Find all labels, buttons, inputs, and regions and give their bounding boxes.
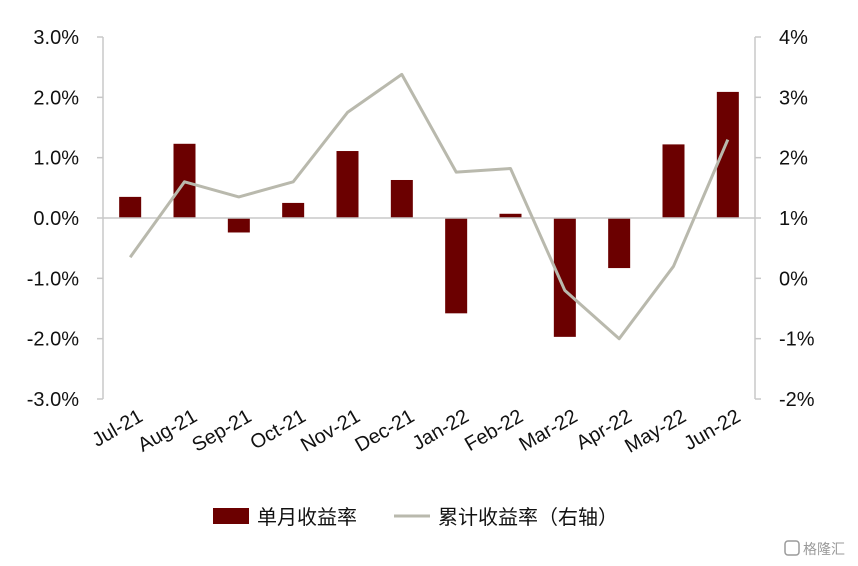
right-tick-label: -2% [779, 389, 815, 411]
x-tick-label: Nov-21 [297, 405, 364, 456]
glh-logo-icon [784, 540, 800, 556]
cumulative-line [128, 72, 730, 341]
bar [390, 179, 413, 218]
right-tick-label: 0% [779, 268, 808, 290]
bar [499, 213, 522, 218]
left-tick-label: 1.0% [33, 148, 79, 170]
x-axis-labels: Jul-21Aug-21Sep-21Oct-21Nov-21Dec-21Jan-… [88, 405, 744, 457]
x-tick-label: Jan-22 [409, 405, 473, 455]
bar [662, 144, 685, 218]
left-tick-label: 0.0% [33, 208, 79, 230]
bar [445, 218, 468, 314]
right-tick-label: 2% [779, 148, 808, 170]
left-tick-label: 3.0% [33, 27, 79, 49]
x-tick-label: Mar-22 [515, 405, 581, 456]
bar [716, 91, 739, 218]
x-tick-label: Dec-21 [351, 405, 418, 456]
bar [227, 218, 250, 233]
legend-label-line: 累计收益率（右轴） [438, 505, 618, 529]
right-tick-label: 4% [779, 27, 808, 49]
bar [608, 218, 631, 269]
x-tick-label: Jun-22 [680, 405, 744, 455]
right-y-axis: 4% 3% 2% 1% 0% -1% -2% [754, 27, 815, 411]
left-tick-label: -2.0% [27, 329, 79, 351]
x-tick-label: Oct-21 [247, 405, 310, 454]
right-tick-label: -1% [779, 329, 815, 351]
bar-series [119, 91, 739, 337]
bar [336, 151, 359, 218]
left-tick-label: -1.0% [27, 268, 79, 290]
legend: 单月收益率 累计收益率（右轴） [213, 505, 618, 529]
left-tick-label: -3.0% [27, 389, 79, 411]
x-tick-label: Aug-21 [134, 405, 201, 456]
watermark: 格隆汇 [784, 540, 845, 558]
x-tick-label: Feb-22 [461, 405, 527, 456]
bar [553, 218, 576, 337]
watermark-text: 格隆汇 [803, 542, 845, 558]
legend-swatch-bar [213, 508, 249, 524]
legend-label-bar: 单月收益率 [257, 505, 357, 529]
line-series [128, 72, 730, 341]
left-y-axis: 3.0% 2.0% 1.0% 0.0% -1.0% -2.0% -3.0% [27, 27, 104, 411]
x-tick-label: May-22 [621, 405, 690, 457]
right-tick-label: 3% [779, 87, 808, 109]
x-tick-label: Sep-21 [188, 405, 255, 456]
bar [119, 196, 142, 218]
bar [282, 202, 305, 218]
left-tick-label: 2.0% [33, 87, 79, 109]
right-tick-label: 1% [779, 208, 808, 230]
